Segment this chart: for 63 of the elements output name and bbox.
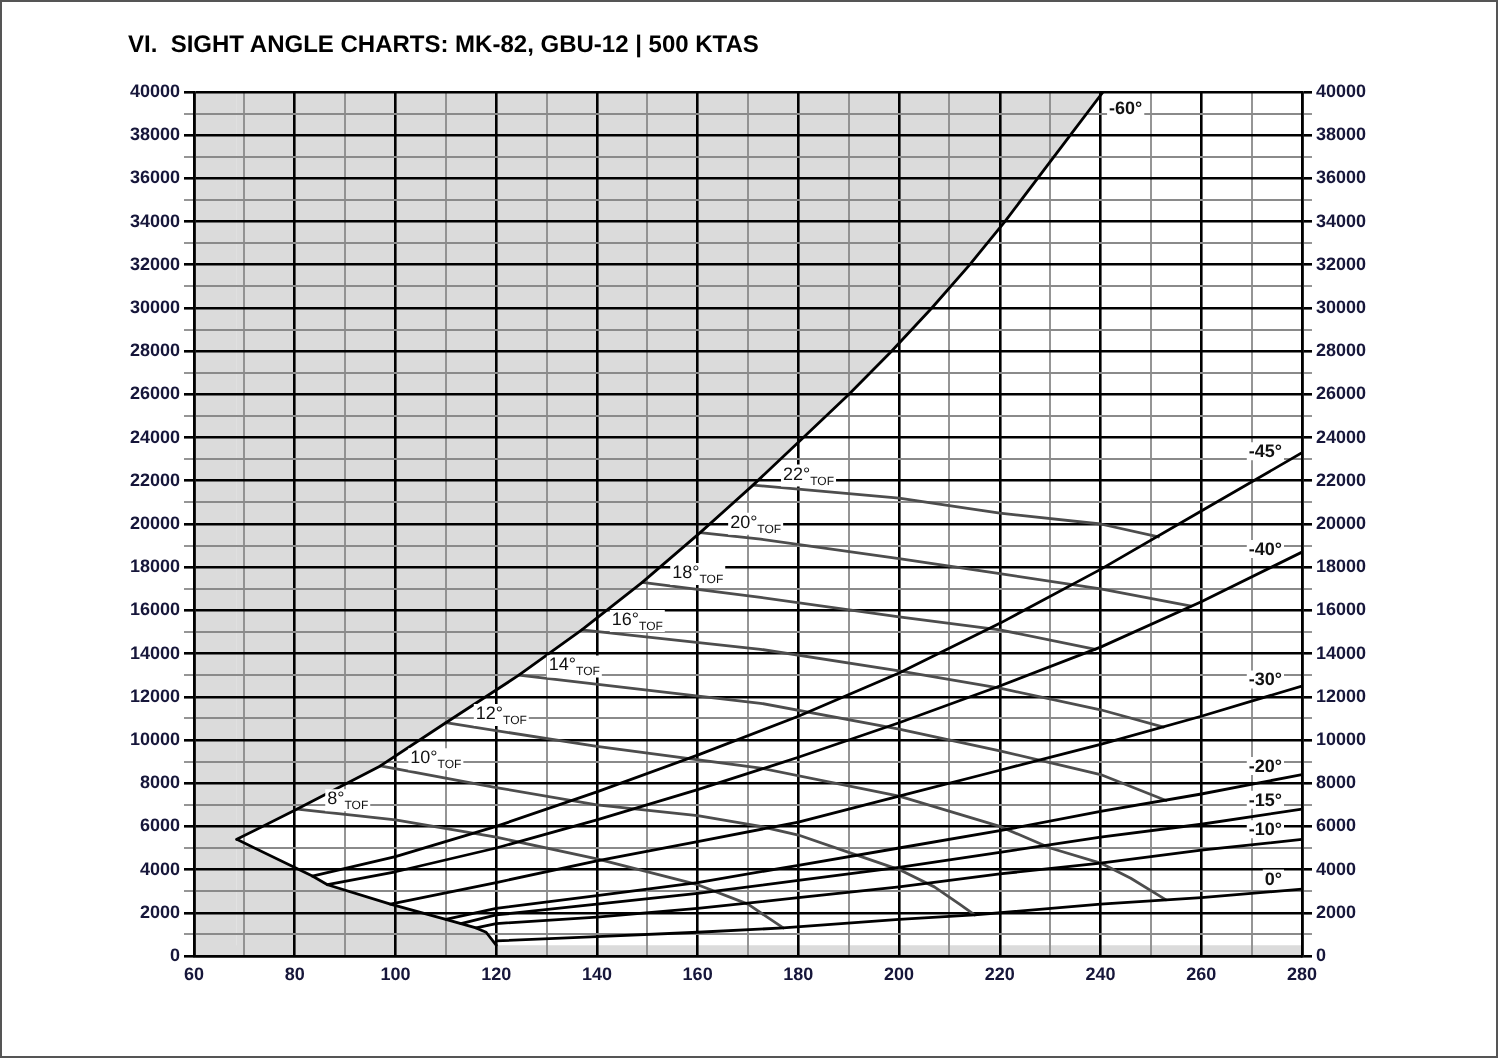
y-tick-label: 34000 — [129, 210, 180, 231]
y-tick-label: 28000 — [129, 340, 180, 361]
y2-tick-label: 26000 — [1316, 383, 1367, 404]
x-tick-label: 100 — [380, 963, 411, 984]
y2-tick-label: 4000 — [1316, 858, 1357, 879]
y-tick-label: 36000 — [129, 167, 180, 188]
y2-tick-label: 36000 — [1316, 167, 1367, 188]
y2-tick-label: 0 — [1316, 944, 1327, 965]
y-tick-label: 38000 — [129, 124, 180, 145]
x-tick-label: 200 — [884, 963, 915, 984]
y2-tick-label: 22000 — [1316, 469, 1367, 490]
y-tick-label: 14000 — [129, 642, 180, 663]
x-tick-label: 240 — [1085, 963, 1116, 984]
y2-tick-label: 12000 — [1316, 685, 1367, 706]
x-tick-label: 160 — [682, 963, 713, 984]
y2-tick-label: 30000 — [1316, 296, 1367, 317]
x-tick-label: 220 — [984, 963, 1015, 984]
y-tick-label: 24000 — [129, 426, 180, 447]
y-tick-label: 20000 — [129, 512, 180, 533]
x-tick-label: 80 — [284, 963, 305, 984]
y-tick-label: 22000 — [129, 469, 180, 490]
series-label: -15° — [1248, 789, 1283, 810]
x-tick-label: 260 — [1186, 963, 1217, 984]
y2-tick-label: 24000 — [1316, 426, 1367, 447]
x-tick-label: 60 — [183, 963, 205, 984]
y2-tick-label: 10000 — [1316, 728, 1367, 749]
y-tick-label: 32000 — [129, 253, 180, 274]
y2-tick-label: 38000 — [1316, 124, 1367, 145]
x-tick-label: 280 — [1286, 963, 1318, 984]
y2-tick-label: 20000 — [1316, 512, 1367, 533]
x-tick-label: 180 — [783, 963, 814, 984]
series-label: 0° — [1264, 868, 1283, 889]
series-label: -10° — [1248, 819, 1283, 840]
y2-tick-label: 18000 — [1316, 556, 1367, 577]
y-tick-label: 6000 — [139, 815, 180, 836]
chart-title: VI. SIGHT ANGLE CHARTS: MK-82, GBU-12 | 500 KTAS — [128, 30, 759, 58]
y2-tick-label: 8000 — [1316, 772, 1357, 793]
y2-tick-label: 2000 — [1316, 901, 1357, 922]
y-tick-label: 10000 — [129, 728, 180, 749]
y2-tick-label: 16000 — [1316, 599, 1367, 620]
y2-tick-label: 28000 — [1316, 340, 1367, 361]
y-tick-label: 8000 — [139, 772, 180, 793]
y-tick-label: 40000 — [129, 80, 180, 101]
series-label: -60° — [1109, 98, 1144, 118]
y-tick-label: 12000 — [129, 685, 180, 706]
y-tick-label: 30000 — [129, 296, 180, 317]
y-tick-label: 18000 — [129, 556, 180, 577]
series-label: -45° — [1248, 441, 1283, 462]
y-tick-label: 0 — [169, 944, 180, 965]
series-label: -40° — [1248, 538, 1283, 559]
series-label: -20° — [1248, 756, 1283, 777]
y2-tick-label: 6000 — [1316, 815, 1357, 836]
y-tick-label: 2000 — [139, 901, 180, 922]
x-tick-label: 120 — [481, 963, 512, 984]
x-tick-label: 140 — [581, 963, 612, 984]
y2-tick-label: 34000 — [1316, 210, 1367, 231]
y-tick-label: 4000 — [139, 858, 180, 879]
y-tick-label: 16000 — [129, 599, 180, 620]
y-tick-label: 26000 — [129, 383, 180, 404]
series-label: -30° — [1248, 669, 1283, 690]
y2-tick-label: 40000 — [1316, 80, 1367, 101]
y2-tick-label: 32000 — [1316, 253, 1367, 274]
y2-tick-label: 14000 — [1316, 642, 1367, 663]
